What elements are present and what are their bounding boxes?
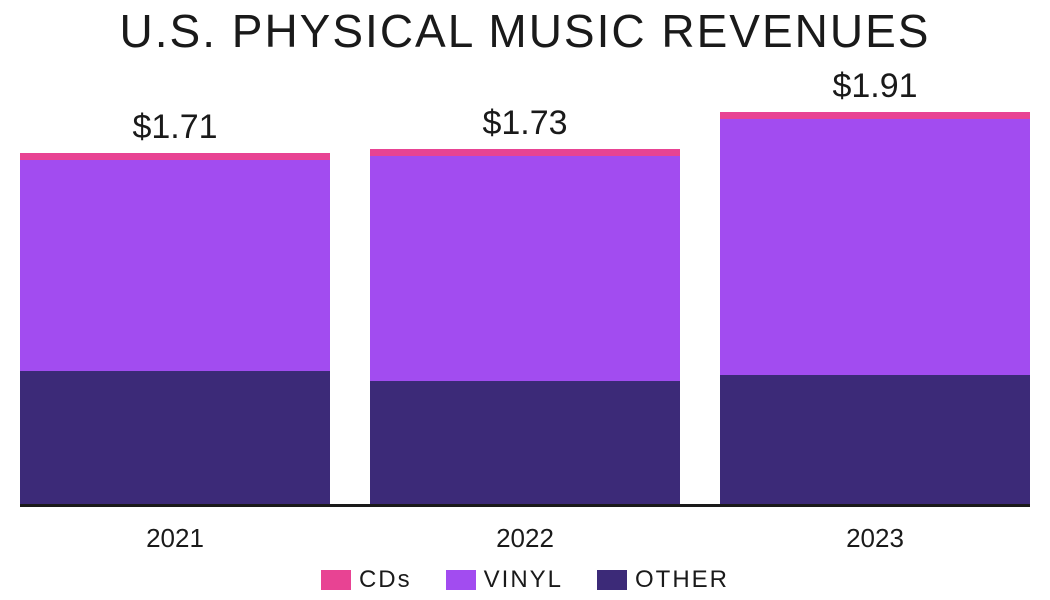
- segment-other: [370, 381, 680, 504]
- bar-value: $1.71: [132, 108, 217, 147]
- x-axis: 2021 2022 2023: [20, 507, 1030, 566]
- bars-wrap: $1.71 $1.73 $1.91: [20, 70, 1030, 504]
- legend: CDs VINYL OTHER: [0, 566, 1050, 600]
- legend-label: OTHER: [635, 566, 729, 594]
- segment-other: [20, 371, 330, 504]
- bar-stack: [20, 153, 330, 504]
- swatch-vinyl: [446, 570, 476, 590]
- x-label-0: 2021: [20, 523, 330, 554]
- segment-vinyl: [370, 156, 680, 382]
- segment-vinyl: [720, 119, 1030, 375]
- legend-label: VINYL: [484, 566, 563, 594]
- segment-vinyl: [20, 160, 330, 371]
- bar-stack: [720, 112, 1030, 504]
- swatch-other: [597, 570, 627, 590]
- bar-value: $1.73: [482, 104, 567, 143]
- segment-other: [720, 375, 1030, 504]
- legend-item-cds: CDs: [321, 566, 412, 594]
- bar-group-1: $1.73: [370, 104, 680, 504]
- chart-container: U.S. PHYSICAL MUSIC REVENUES $1.71 $1.73: [0, 0, 1050, 600]
- bar-group-2: $1.91: [720, 67, 1030, 504]
- chart-title: U.S. PHYSICAL MUSIC REVENUES: [0, 0, 1050, 70]
- legend-label: CDs: [359, 566, 412, 594]
- bar-stack: [370, 149, 680, 504]
- legend-item-other: OTHER: [597, 566, 729, 594]
- swatch-cds: [321, 570, 351, 590]
- legend-item-vinyl: VINYL: [446, 566, 563, 594]
- x-label-2: 2023: [720, 523, 1030, 554]
- plot-area: $1.71 $1.73 $1.91: [20, 70, 1030, 507]
- x-label-1: 2022: [370, 523, 680, 554]
- bar-group-0: $1.71: [20, 108, 330, 504]
- bar-value: $1.91: [832, 67, 917, 106]
